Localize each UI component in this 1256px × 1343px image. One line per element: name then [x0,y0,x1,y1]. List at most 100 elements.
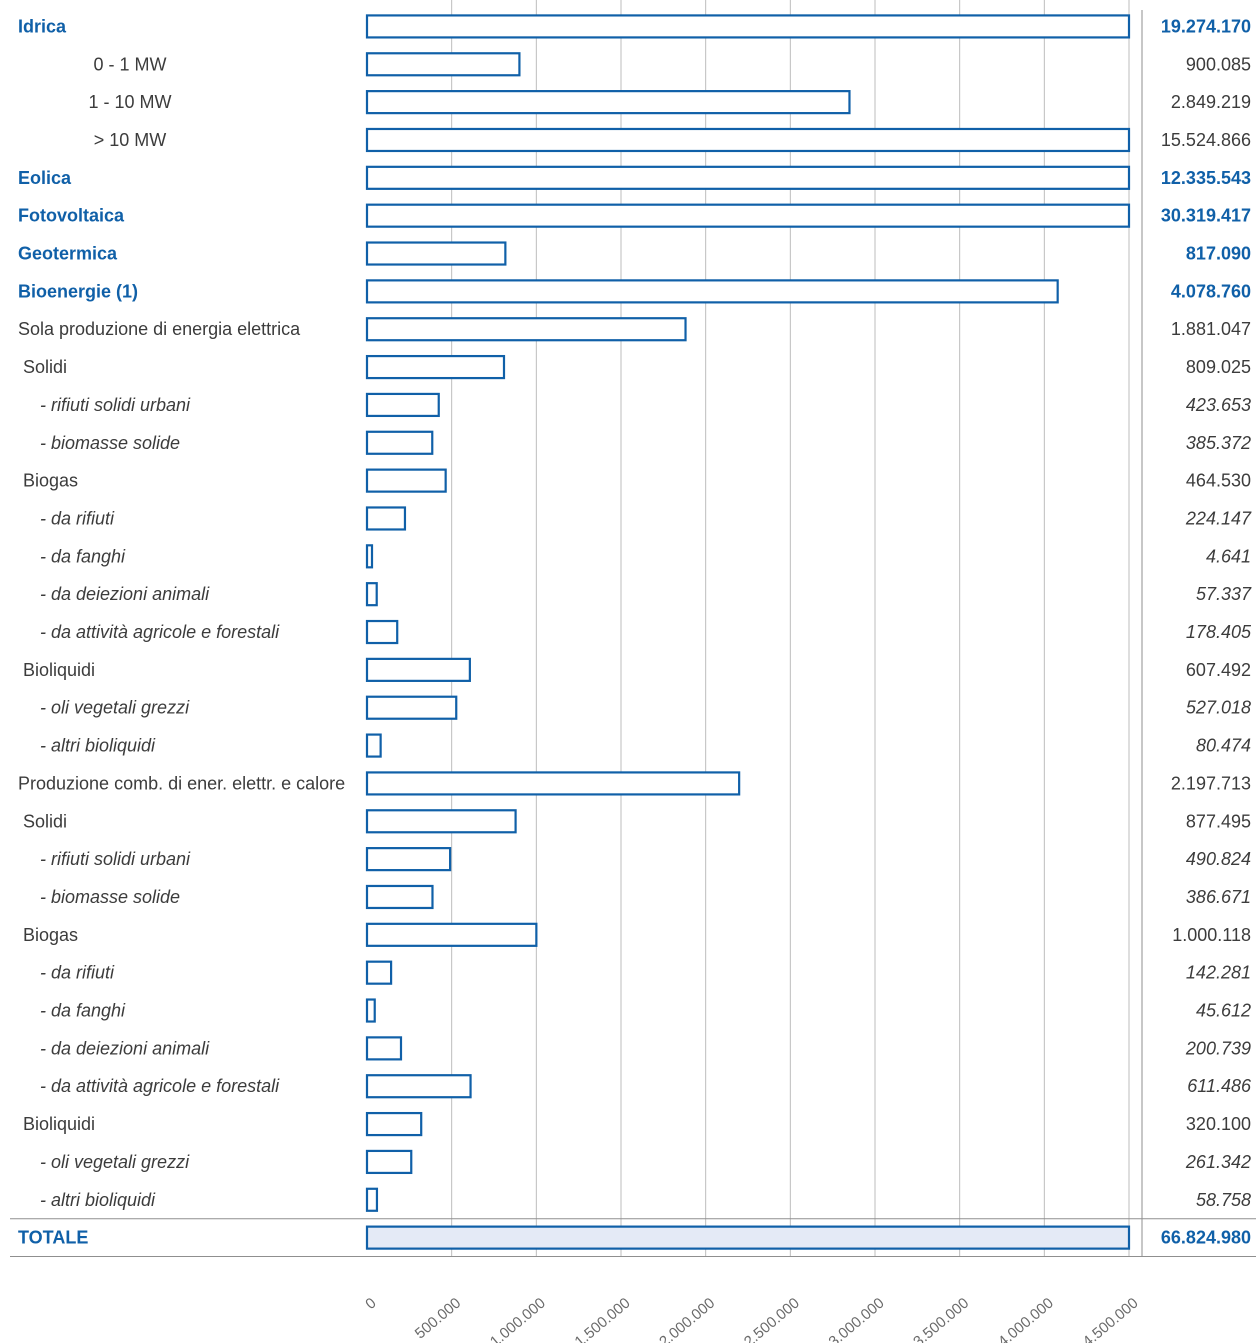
category-label: 0 - 1 MW [93,54,166,74]
category-label: Produzione comb. di ener. elettr. e calo… [18,773,345,793]
category-label: Eolica [18,168,72,188]
value-labels: 19.274.170 900.085 2.849.219 15.524.866 12.3… [1161,16,1252,1247]
x-tick-label: 500.000 [412,1295,464,1343]
bar [365,1149,413,1175]
category-label: Biogas [23,471,78,491]
bar [365,90,851,115]
category-label: 1 - 10 MW [88,92,171,112]
category-label: Solidi [23,811,67,831]
value-label: 57.337 [1196,584,1252,604]
category-label: Sola produzione di energia elettrica [18,319,301,339]
category-labels: Idrica 0 - 1 MW 1 - 10 MW > 10 MW Eolica Foto… [18,16,345,1247]
value-label: 142.281 [1186,963,1251,983]
value-label: 178.405 [1186,622,1252,642]
bar [365,317,687,342]
bar [365,203,1131,228]
category-label: - rifiuti solidi urbani [40,395,191,415]
value-label: 1.881.047 [1171,319,1251,339]
bar [365,1111,423,1137]
bar [365,960,393,985]
value-label: 490.824 [1186,849,1251,869]
category-label: - altri bioliquidi [40,736,156,756]
bar [365,354,506,380]
value-label: 45.612 [1196,1001,1251,1021]
category-label: Bioliquidi [23,660,95,680]
bar [365,733,382,758]
category-label: Solidi [23,357,67,377]
value-label: 900.085 [1186,54,1251,74]
value-label: 385.372 [1186,433,1251,453]
value-label: 4.078.760 [1171,281,1251,301]
category-label: - oli vegetali grezzi [40,698,190,718]
value-label: 1.000.118 [1172,925,1251,945]
value-label: 464.530 [1186,471,1251,491]
bar [365,657,471,682]
category-label: - da deiezioni animali [40,1038,210,1058]
value-label: 2.849.219 [1171,92,1251,112]
category-label: - da rifiuti [40,508,115,528]
value-label: 2.197.713 [1171,773,1251,793]
x-tick-label: 3.500.000 [910,1295,972,1343]
category-label: - da fanghi [40,1001,126,1021]
category-label: > 10 MW [94,130,167,150]
bar [365,922,538,947]
value-label: 80.474 [1196,736,1251,756]
bar [365,279,1059,304]
bar [365,165,1131,190]
category-label: Geotermica [18,244,118,264]
value-label: 527.018 [1186,698,1251,718]
value-label: 809.025 [1186,357,1251,377]
category-label: - biomasse solide [40,887,180,907]
total-bar [365,1225,1131,1250]
category-label: - da rifiuti [40,963,115,983]
bar [365,619,399,645]
category-label: Bioliquidi [23,1114,95,1134]
value-label: 877.495 [1186,811,1251,831]
value-label: 15.524.866 [1161,130,1251,150]
x-tick-label: 1.500.000 [572,1295,634,1343]
total-label: TOTALE [18,1228,88,1248]
bar [365,14,1131,39]
total-value: 66.824.980 [1161,1228,1251,1248]
bar [365,506,407,531]
category-label: Idrica [18,16,67,36]
value-label: 12.335.543 [1161,168,1251,188]
value-label: 19.274.170 [1161,16,1251,36]
x-tick-label: 2.500.000 [741,1295,803,1343]
bar [365,392,440,418]
category-label: Bioenergie (1) [18,281,138,301]
x-tick-label: 2.000.000 [656,1295,718,1343]
value-label: 817.090 [1186,244,1251,264]
value-label: 423.653 [1186,395,1251,415]
bar [365,1187,379,1212]
category-label: - da fanghi [40,546,126,566]
category-label: Biogas [23,925,78,945]
bar [365,52,521,77]
value-label: 30.319.417 [1161,206,1251,226]
category-label: - rifiuti solidi urbani [40,849,191,869]
value-label: 386.671 [1186,887,1251,907]
bar [365,430,434,455]
x-tick-label: 0 [362,1295,379,1313]
value-label: 320.100 [1186,1114,1251,1134]
value-label: 58.758 [1196,1190,1251,1210]
bar [365,809,517,834]
x-axis-tick-labels: 0 500.000 1.000.000 1.500.000 2.000.000 2.500… [362,1295,1141,1343]
bar [365,771,741,796]
x-tick-label: 3.000.000 [826,1295,888,1343]
bars [365,14,1131,1250]
category-label: - da attività agricole e forestali [40,1076,280,1096]
bar [365,582,378,607]
value-label: 611.486 [1187,1076,1252,1096]
bar [365,1036,403,1061]
bar [365,1074,472,1099]
bar [365,884,434,910]
x-tick-label: 4.500.000 [1080,1295,1142,1343]
bar [365,468,447,493]
bar [365,695,458,720]
value-label: 200.739 [1185,1038,1251,1058]
x-tick-label: 1.000.000 [487,1295,549,1343]
bar [365,544,374,569]
category-label: Fotovoltaica [18,206,125,226]
